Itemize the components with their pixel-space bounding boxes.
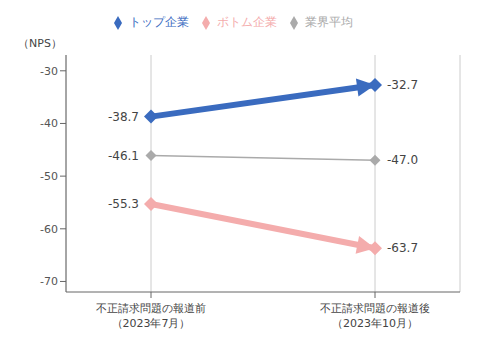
html-text:ボトム企業: ボトム企業 [217, 15, 277, 29]
svg-text:-55.3: -55.3 [108, 197, 139, 211]
svg-text:-30: -30 [40, 65, 58, 78]
svg-text:不正請求問題の報道前（2023年7月）: 不正請求問題の報道前（2023年7月） [96, 302, 206, 330]
svg-text:-40: -40 [40, 117, 58, 130]
svg-text:-70: -70 [40, 275, 58, 288]
svg-text:-63.7: -63.7 [387, 241, 418, 255]
svg-text:-47.0: -47.0 [387, 153, 418, 167]
svg-text:-38.7: -38.7 [108, 110, 139, 124]
html-text:トップ企業: トップ企業 [129, 15, 189, 29]
svg-text:-32.7: -32.7 [387, 78, 418, 92]
svg-text:-60: -60 [40, 223, 58, 236]
svg-text:-46.1: -46.1 [108, 149, 139, 163]
svg-text:-50: -50 [40, 170, 58, 183]
svg-text:（NPS）: （NPS） [18, 37, 62, 50]
svg-text:不正請求問題の報道後（2023年10月）: 不正請求問題の報道後（2023年10月） [320, 302, 430, 330]
html-text:業界平均: 業界平均 [305, 15, 353, 29]
